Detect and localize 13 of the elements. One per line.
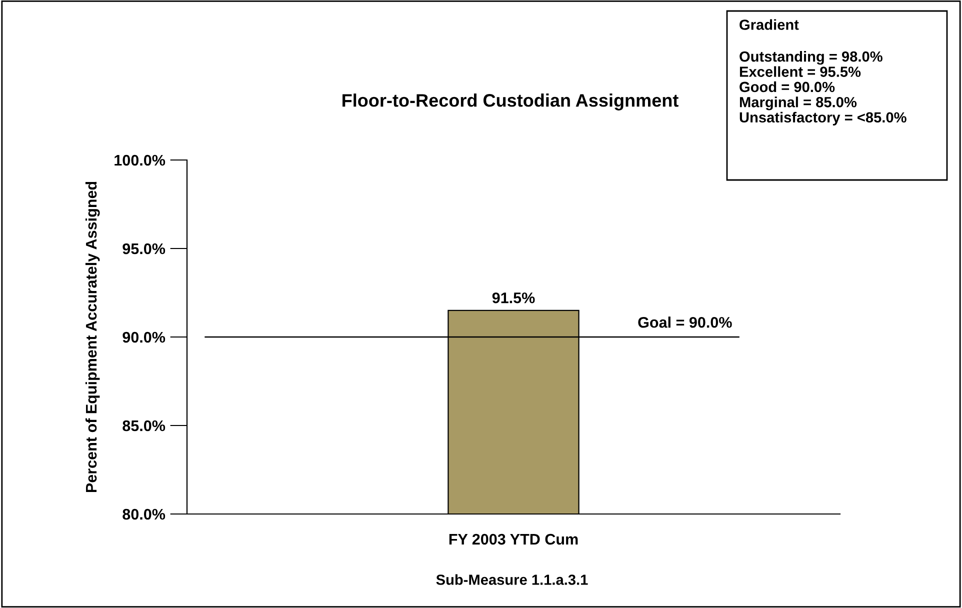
- text: Outstanding = 98.0% Excellent = 95.5% Good = 90.0% Marginal = 85.0% Unsatisfactory = <85.0%: [740, 51, 906, 126]
- y-tick-label: 100.0%: [114, 154, 166, 166]
- chart-title: Floor-to-Record Custodian Assignment: [342, 94, 678, 110]
- y-tick-label: 95.0%: [122, 243, 166, 254]
- y-tick-label: 80.0%: [122, 508, 166, 520]
- data-label: 91.5%: [492, 292, 535, 304]
- y-tick-label: 85.0%: [122, 420, 166, 432]
- ref-line-label: Goal = 90.0%: [638, 316, 732, 328]
- y-axis-title: Percent of Equipment Accurately Assigned: [85, 182, 100, 492]
- x-tick-label: FY 2003 YTD Cum: [449, 534, 578, 545]
- text: Gradient: [740, 19, 799, 30]
- y-tick-label: 90.0%: [122, 332, 166, 343]
- text: Sub-Measure 1.1.a.3.1: [436, 574, 588, 585]
